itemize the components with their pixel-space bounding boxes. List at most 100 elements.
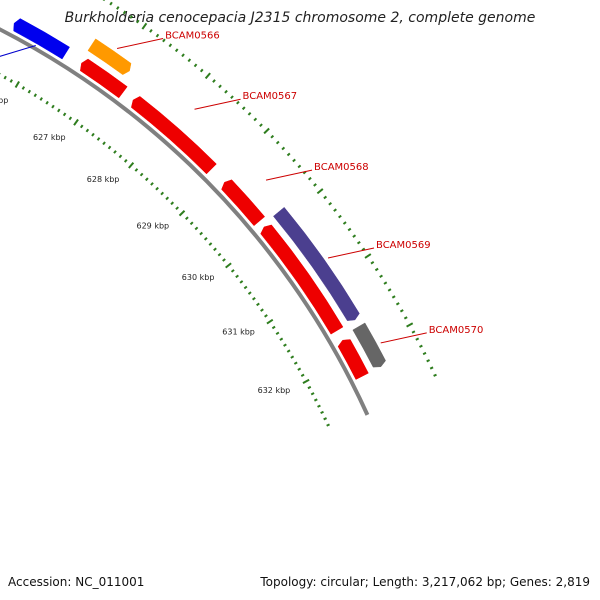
inner-tick-dot — [235, 274, 239, 279]
outer-tick-dot — [116, 6, 120, 10]
inner-tick-dot — [264, 314, 268, 318]
tick-label: 632 kbp — [258, 386, 291, 395]
outer-tick-dot — [181, 53, 185, 58]
tick-label: 630 kbp — [182, 273, 215, 282]
outer-tick-dot — [411, 330, 416, 334]
inner-tick-dot — [21, 86, 26, 90]
outer-tick-dot — [247, 111, 252, 116]
inner-tick-dot — [118, 154, 123, 159]
inner-tick-dot — [279, 337, 284, 341]
inner-tick-dot — [57, 108, 61, 113]
inner-tick-dot — [9, 79, 13, 83]
inner-tick-dot — [96, 137, 101, 141]
outer-tick-dot — [347, 227, 352, 232]
outer-tick-dot — [352, 234, 357, 238]
outer-tick-dot — [328, 202, 333, 206]
inner-tick-dot — [290, 355, 295, 359]
outer-tick-dot — [323, 195, 328, 200]
gene-feature[interactable] — [80, 58, 128, 99]
gene-bcam0567[interactable] — [131, 96, 217, 175]
outer-tick-dot — [168, 43, 173, 48]
inner-tick-dot — [51, 104, 55, 109]
inner-tick-dot — [39, 97, 43, 101]
inner-tick-dot — [128, 162, 135, 169]
gene-label[interactable]: BCAM0569 — [376, 240, 431, 251]
outer-tick-dot — [399, 309, 404, 313]
outer-tick-dot — [230, 95, 234, 100]
inner-tick-dot — [189, 221, 194, 226]
outer-tick-dot — [149, 28, 153, 33]
inner-tick-dot — [175, 206, 179, 211]
minor-tick-dots — [0, 0, 437, 427]
gene-bcam0569[interactable] — [273, 206, 360, 321]
gene-bcam0568[interactable] — [221, 179, 266, 227]
inner-tick-dot — [307, 385, 312, 390]
outer-tick-dot — [199, 68, 204, 73]
tick-label: 629 kbp — [137, 222, 170, 231]
gene-label[interactable]: BCAM0568 — [314, 162, 369, 173]
outer-tick-dot — [212, 79, 216, 83]
inner-tick-dot — [85, 128, 90, 133]
inner-tick-dot — [62, 112, 67, 117]
inner-tick-dot — [247, 291, 252, 295]
tick-label: 627 kbp — [33, 133, 66, 142]
outer-tick-dot — [162, 38, 166, 43]
map-title: Burkholderia cenocepacia J2315 chromosom… — [64, 10, 536, 26]
outer-tick-dot — [419, 344, 423, 348]
outer-tick-dot — [370, 261, 375, 265]
outer-tick-dot — [141, 22, 148, 30]
inner-tick-dot — [185, 216, 189, 221]
tick-label: 628 kbp — [87, 175, 120, 184]
outer-tick-dot — [426, 359, 431, 363]
inner-tick-dot — [45, 100, 49, 105]
gene-feature[interactable] — [352, 322, 386, 368]
inner-tick-dot — [252, 296, 256, 301]
outer-tick-dot — [395, 302, 400, 306]
inner-tick-dot — [222, 258, 226, 262]
outer-tick-dot — [275, 140, 280, 145]
outer-tick-dot — [429, 366, 434, 370]
gene-bcam0565[interactable] — [13, 18, 70, 60]
outer-tick-dot — [391, 295, 396, 299]
inner-tick-dot — [293, 361, 298, 365]
inner-tick-dot — [145, 177, 149, 182]
inner-tick-dot — [199, 231, 203, 236]
inner-tick-dot — [14, 80, 20, 89]
gene-feature[interactable] — [260, 224, 344, 335]
inner-tick-dot — [266, 318, 274, 325]
inner-tick-dot — [300, 373, 305, 377]
gene-label-leader — [380, 332, 427, 344]
backbone — [0, 27, 370, 416]
inner-tick-dot — [310, 392, 315, 396]
outer-tick-dot — [187, 58, 192, 63]
inner-tick-dot — [230, 269, 235, 273]
inner-tick-dot — [33, 93, 37, 98]
outer-tick-dot — [218, 84, 222, 89]
inner-tick-dot — [3, 75, 7, 80]
inner-tick-dot — [178, 210, 186, 217]
outer-tick-dot — [342, 221, 347, 225]
tick-label: 626 kbp — [0, 96, 8, 105]
gene-bcam0566[interactable] — [87, 38, 132, 75]
gene-label[interactable]: BCAM0570 — [429, 325, 484, 336]
inner-tick-dot — [260, 308, 264, 312]
inner-tick-dot — [123, 158, 128, 163]
outer-tick-dot — [374, 267, 379, 272]
inner-tick-dot — [271, 325, 276, 330]
backbone-arc — [0, 27, 370, 416]
outer-tick-dot — [155, 33, 160, 38]
gene-label[interactable]: BCAM0567 — [243, 91, 298, 102]
outer-tick-dot — [415, 337, 420, 341]
gene-label[interactable]: BCAM0566 — [165, 31, 220, 42]
inner-tick-dot — [217, 252, 222, 257]
outer-tick-dot — [307, 176, 312, 181]
gene-bcam0570[interactable] — [337, 339, 369, 380]
outer-tick-dot — [361, 247, 366, 252]
outer-tick-dot — [433, 373, 437, 377]
inner-tick-dot — [139, 172, 144, 177]
outer-tick-dot — [286, 152, 291, 157]
gene-labels: BCAM0565BCAM0566BCAM0567BCAM0568BCAM0569… — [0, 31, 484, 344]
outer-tick-dot — [122, 10, 127, 15]
